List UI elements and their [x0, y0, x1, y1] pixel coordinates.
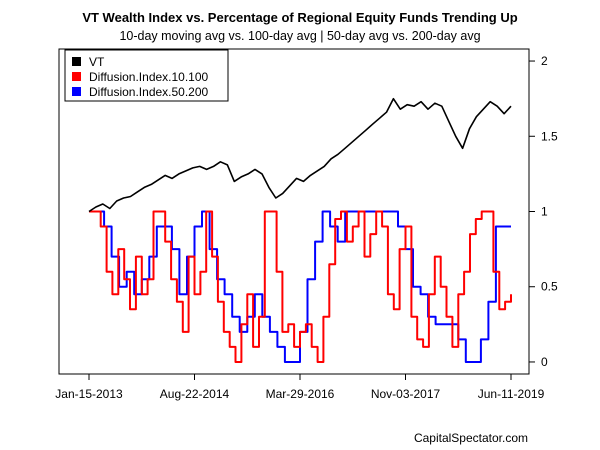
- series-line-vt: [88, 97, 512, 213]
- chart-title: VT Wealth Index vs. Percentage of Region…: [82, 10, 517, 25]
- series-line-diffusion-index-10-100: [89, 210, 512, 363]
- legend-swatch: [72, 57, 81, 66]
- y-tick-label: 1.5: [541, 129, 558, 143]
- x-tick-label: Jun-11-2019: [478, 387, 545, 401]
- y-tick-label: 2: [541, 54, 548, 68]
- x-tick-label: Jan-15-2013: [55, 387, 123, 401]
- x-tick-label: Aug-22-2014: [160, 387, 230, 401]
- legend-label: VT: [89, 55, 105, 69]
- y-tick-label: 1: [541, 205, 548, 219]
- x-tick-label: Nov-03-2017: [371, 387, 441, 401]
- legend-label: Diffusion.Index.10.100: [89, 70, 209, 84]
- legend-swatch: [72, 87, 81, 96]
- series-line-diffusion-index-50-200: [89, 210, 511, 363]
- credit-text: CapitalSpectator.com: [414, 431, 528, 445]
- x-tick-label: Mar-29-2016: [266, 387, 335, 401]
- chart-subtitle: 10-day moving avg vs. 100-day avg | 50-d…: [119, 29, 480, 43]
- series-layer: [88, 97, 512, 363]
- x-axis: Jan-15-2013 Aug-22-2014 Mar-29-2016 Nov-03-…: [55, 374, 545, 401]
- y-axis: 0 0.5 1 1.5 2: [529, 54, 558, 369]
- legend-swatch: [72, 72, 81, 81]
- y-tick-label: 0.5: [541, 280, 558, 294]
- legend-label: Diffusion.Index.50.200: [89, 85, 209, 99]
- legend-box: [64, 49, 229, 102]
- legend: VTDiffusion.Index.10.100Diffusion.Index.…: [64, 49, 229, 102]
- y-tick-label: 0: [541, 355, 548, 369]
